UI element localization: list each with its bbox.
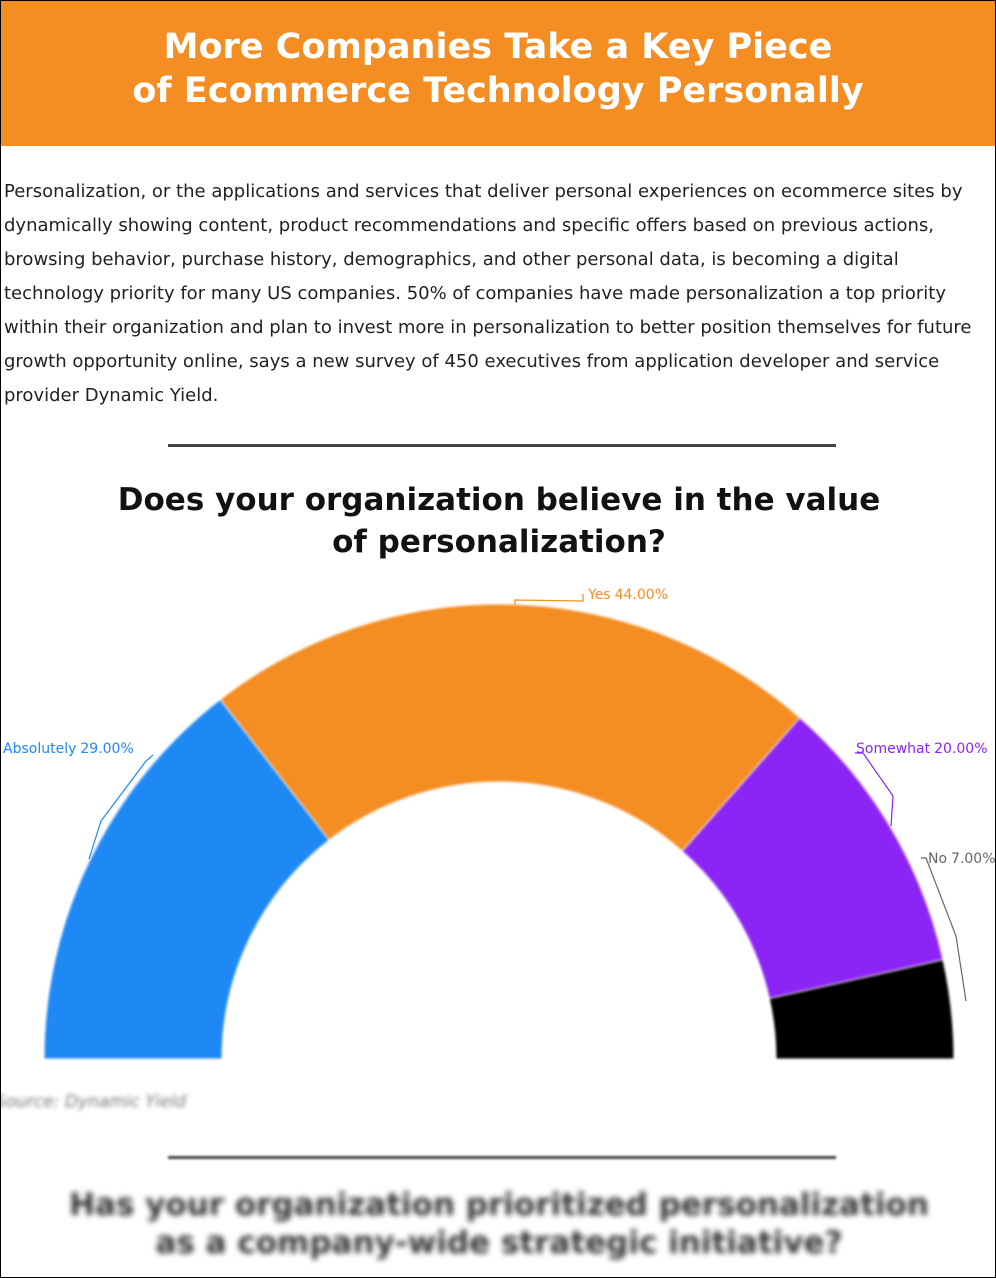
chart-title: Does your organization believe in the va… [117,482,881,560]
donut-segment [43,698,330,1060]
label-value: 20.00% [934,741,987,757]
label-category: Yes [587,587,611,603]
label-value: 44.00% [615,587,668,603]
donut-segment [768,959,955,1060]
data-label: Yes 44.00% [587,587,668,603]
leader-line [855,752,894,827]
header-title-line: More Companies Take a Key Piece [163,27,833,67]
donut-segment [219,603,801,852]
source: Source: Dynamic Yield [0,1092,187,1112]
leader-line [88,754,154,860]
header-title-line: of Ecommerce Technology Personally [132,71,864,111]
data-label: Absolutely 29.00% [3,741,134,757]
divider [168,1156,836,1159]
leader-line [921,857,967,1002]
label-category: Somewhat [856,741,931,757]
intro-text: Personalization, or the applications and… [4,181,972,406]
label-category: Absolutely [3,741,76,757]
leader-line [514,594,584,605]
donut [43,603,955,1060]
data-label: No 7.00% [928,851,995,867]
label-value: 7.00% [951,851,995,867]
header: More Companies Take a Key Piece of Ecomm… [1,1,995,146]
next-question: Has your organization prioritized person… [69,1187,929,1261]
label-category: No [928,851,947,867]
divider [168,444,836,447]
label-value: 29.00% [80,741,133,757]
data-label: Somewhat 20.00% [856,741,988,757]
